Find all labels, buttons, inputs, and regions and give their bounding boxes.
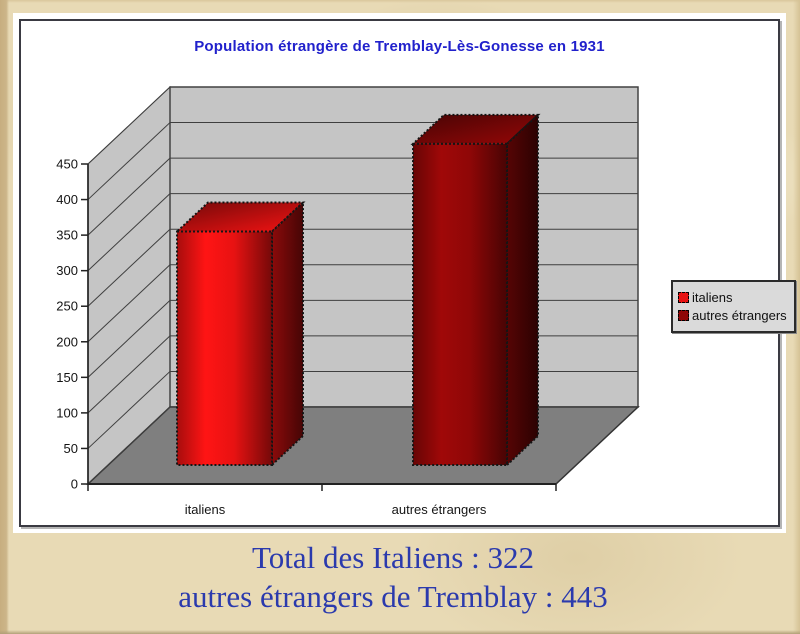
x-category-label: autres étrangers	[392, 502, 487, 517]
y-tick-label: 250	[56, 299, 78, 314]
right-edge-shade	[793, 0, 800, 634]
bar-chart-3d: 0 50 100 150 200 250 300 350 400 450 italiens autre…	[56, 85, 640, 517]
legend: italiens autres étrangers	[671, 280, 796, 333]
legend-label: italiens	[692, 290, 733, 305]
y-tick-label: 50	[64, 441, 78, 456]
caption-block: Total des Italiens : 322 autres étranger…	[0, 538, 786, 616]
chart-plot-frame: Population étrangère de Tremblay-Lès-Gon…	[19, 19, 796, 527]
legend-swatch-icon	[678, 310, 689, 321]
legend-swatch-icon	[678, 292, 689, 303]
axes	[87, 164, 557, 491]
bar-italiens	[174, 200, 306, 468]
y-tick-label: 100	[56, 405, 78, 420]
caption-line-1: Total des Italiens : 322	[252, 540, 534, 575]
y-tick-label: 400	[56, 192, 78, 207]
y-tick-label: 200	[56, 334, 78, 349]
chart-frame: Population étrangère de Tremblay-Lès-Gon…	[13, 13, 796, 533]
y-axis-labels: 0 50 100 150 200 250 300 350 400 450	[56, 157, 78, 492]
chart-title: Population étrangère de Tremblay-Lès-Gon…	[194, 38, 605, 55]
y-tick-label: 350	[56, 228, 78, 243]
x-category-label: italiens	[185, 502, 226, 517]
plot-walls	[86, 85, 640, 486]
bottom-edge-shade	[0, 630, 800, 634]
x-axis-labels: italiens autres étrangers	[185, 502, 487, 517]
left-edge-shade	[0, 0, 9, 634]
y-tick-label: 450	[56, 157, 78, 172]
top-edge-shade	[0, 0, 800, 3]
legend-item-autres étrangers: autres étrangers	[678, 308, 789, 323]
legend-item-italiens: italiens	[678, 290, 789, 305]
legend-label: autres étrangers	[692, 308, 787, 323]
y-tick-label: 300	[56, 263, 78, 278]
caption-line-2: autres étrangers de Tremblay : 443	[178, 579, 608, 614]
bars	[174, 112, 541, 468]
y-tick-label: 150	[56, 370, 78, 385]
bar-autres étrangers	[410, 112, 541, 468]
y-tick-label: 0	[71, 477, 78, 492]
